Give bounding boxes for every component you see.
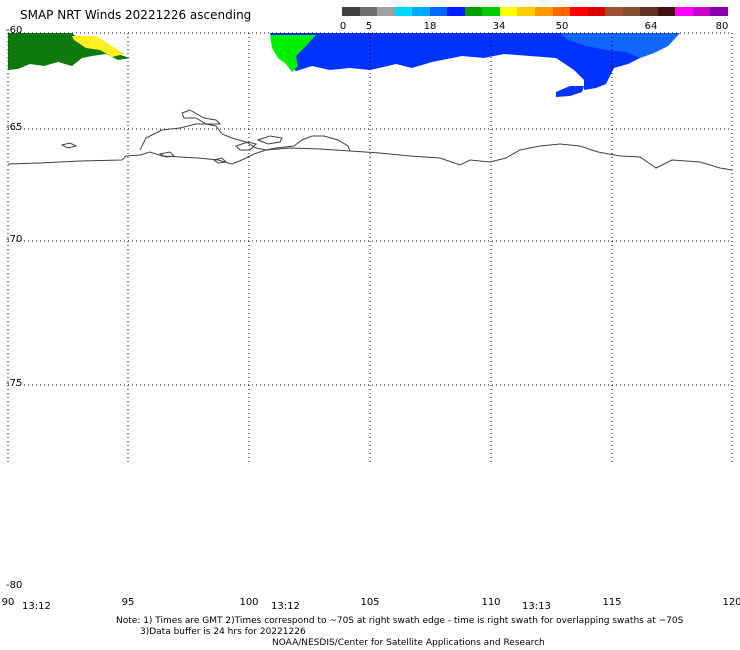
colorbar-segment <box>570 7 588 16</box>
antarctic-coastline <box>7 109 733 171</box>
lon-label-95: 95 <box>121 597 135 608</box>
lat-label-75: -75 <box>6 378 23 389</box>
colorbar-segment <box>675 7 693 16</box>
colorbar-segment <box>552 7 571 16</box>
wind-swaths <box>8 33 680 97</box>
colorbar-segment <box>447 7 465 16</box>
colorbar-label-50: 50 <box>555 21 569 32</box>
note-line-1: Note: 1) Times are GMT 2)Times correspon… <box>116 616 684 626</box>
note-line-2: 3)Data buffer is 24 hrs for 20221226 <box>140 627 306 637</box>
colorbar-segment <box>359 7 378 16</box>
wind-swath-east-light <box>560 33 680 58</box>
wind-swath-west-green <box>8 33 130 70</box>
wind-speed-colorbar <box>342 7 729 16</box>
colorbar-segment <box>394 7 413 16</box>
swath-time-2: 13:12 <box>271 601 300 612</box>
lon-label-100: 100 <box>239 597 259 608</box>
colorbar-segment <box>692 7 711 16</box>
colorbar-segment <box>710 7 729 16</box>
wind-swath-west-yellow <box>72 36 124 57</box>
lat-label-60: -60 <box>6 25 23 36</box>
colorbar-segment <box>377 7 395 16</box>
lat-label-65: -65 <box>6 122 23 133</box>
colorbar-label-5: 5 <box>365 21 373 32</box>
lon-label-90: 90 <box>1 597 15 608</box>
colorbar-segment <box>517 7 536 16</box>
lon-label-105: 105 <box>360 597 380 608</box>
note-line-3: NOAA/NESDIS/Center for Satellite Applica… <box>272 638 545 648</box>
colorbar-segment <box>464 7 483 16</box>
colorbar-label-0: 0 <box>339 21 347 32</box>
colorbar-segment <box>342 7 360 16</box>
colorbar-segment <box>622 7 641 16</box>
lat-label-80: -80 <box>6 580 23 591</box>
colorbar-label-64: 64 <box>644 21 658 32</box>
colorbar-segment <box>412 7 430 16</box>
colorbar-segment <box>640 7 658 16</box>
colorbar-label-80: 80 <box>715 21 729 32</box>
colorbar-segment <box>499 7 518 16</box>
colorbar-segment <box>535 7 553 16</box>
swath-time-1: 13:12 <box>22 601 51 612</box>
colorbar-segment <box>429 7 448 16</box>
colorbar-segment <box>605 7 623 16</box>
colorbar-segment <box>587 7 606 16</box>
lon-label-110: 110 <box>481 597 501 608</box>
lon-label-115: 115 <box>602 597 622 608</box>
map-title: SMAP NRT Winds 20221226 ascending <box>20 8 252 22</box>
lat-label-70: -70 <box>6 234 23 245</box>
lat-lon-grid <box>7 32 733 465</box>
colorbar-segment <box>657 7 676 16</box>
swath-time-3: 13:13 <box>522 601 551 612</box>
colorbar-label-18: 18 <box>423 21 437 32</box>
colorbar-label-34: 34 <box>492 21 506 32</box>
wind-patch-blue <box>556 86 584 97</box>
lon-label-120: 120 <box>722 597 740 608</box>
wind-swath-east-green <box>270 35 316 72</box>
colorbar-segment <box>482 7 500 16</box>
wind-swath-east-blue <box>270 33 680 90</box>
